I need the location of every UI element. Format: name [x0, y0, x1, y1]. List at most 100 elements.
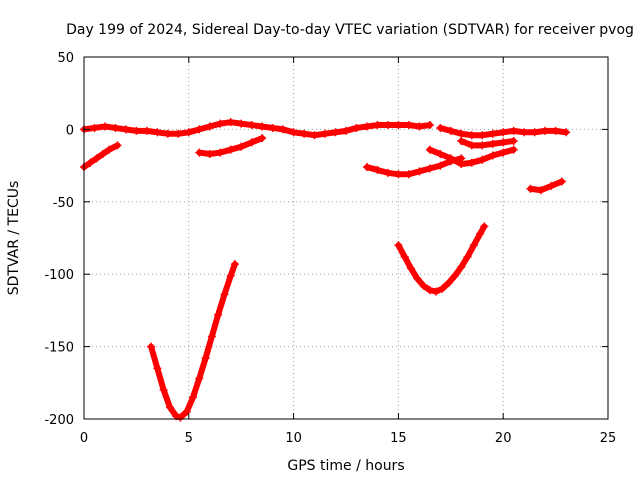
data-point — [499, 128, 508, 137]
data-point — [188, 393, 197, 402]
data-point — [520, 128, 529, 137]
x-tick-label: 0 — [80, 431, 88, 446]
data-point — [279, 125, 288, 134]
data-point — [195, 374, 204, 383]
data-point — [499, 138, 508, 147]
x-tick-label: 5 — [185, 431, 193, 446]
data-point — [176, 413, 185, 422]
data-point — [463, 252, 472, 261]
data-point — [147, 342, 156, 351]
data-point — [226, 145, 235, 154]
data-point — [195, 125, 204, 134]
data-point — [132, 126, 141, 135]
data-point — [92, 154, 101, 163]
data-point — [310, 131, 319, 140]
data-point — [478, 141, 487, 150]
data-point — [226, 271, 235, 280]
data-point — [450, 271, 459, 280]
series-arc-mid — [195, 134, 267, 159]
data-point — [289, 128, 298, 137]
data-point — [100, 122, 109, 131]
data-point — [425, 164, 434, 173]
y-tick-label: -200 — [44, 413, 74, 428]
data-point — [469, 241, 478, 250]
data-point — [300, 129, 309, 138]
data-point — [478, 155, 487, 164]
series-arc-late-2 — [425, 145, 518, 169]
data-point — [499, 148, 508, 157]
data-point — [165, 403, 174, 412]
data-point — [153, 364, 162, 373]
data-point — [526, 184, 535, 193]
y-axis-label: SDTVAR / TECUs — [6, 181, 22, 296]
data-point — [383, 168, 392, 177]
data-point — [184, 128, 193, 137]
x-tick-label: 20 — [495, 431, 512, 446]
data-point — [413, 274, 422, 283]
data-point — [394, 121, 403, 130]
data-point — [105, 145, 114, 154]
data-point — [400, 252, 409, 261]
x-tick-label: 10 — [285, 431, 302, 446]
series-arc-late-small — [457, 136, 518, 150]
data-point — [509, 136, 518, 145]
data-point — [86, 158, 95, 167]
data-point — [195, 148, 204, 157]
data-point — [404, 170, 413, 179]
data-point — [446, 157, 455, 166]
y-tick-label: -100 — [44, 268, 74, 283]
data-point — [541, 126, 550, 135]
data-point — [205, 150, 214, 159]
data-point — [258, 122, 267, 131]
y-tick-label: -50 — [53, 196, 74, 211]
data-point — [373, 121, 382, 130]
data-point — [425, 286, 434, 295]
data-point — [205, 122, 214, 131]
ticks: 0 5 10 15 20 25 -200 -150 -100 -50 0 50 — [44, 51, 616, 446]
data-point — [247, 138, 256, 147]
x-tick-label: 15 — [390, 431, 407, 446]
grid — [84, 57, 608, 419]
data-point — [182, 407, 191, 416]
data-point — [488, 129, 497, 138]
data-point — [331, 128, 340, 137]
data-point — [394, 170, 403, 179]
plot-frame — [83, 56, 609, 420]
data-point — [509, 126, 518, 135]
data-point — [121, 125, 130, 134]
data-point — [509, 145, 518, 154]
data-point — [201, 354, 210, 363]
data-point — [174, 129, 183, 138]
data-point — [207, 332, 216, 341]
data-point — [90, 123, 99, 132]
x-tick-label: 25 — [600, 431, 617, 446]
data-point — [98, 150, 107, 159]
y-tick-label: 0 — [66, 123, 74, 138]
data-point — [415, 167, 424, 176]
data-point — [214, 310, 223, 319]
series-arc-15-18 — [362, 154, 466, 179]
data-point — [373, 165, 382, 174]
data-point — [547, 181, 556, 190]
data-point — [467, 141, 476, 150]
data-point — [216, 148, 225, 157]
data-point — [113, 141, 122, 150]
series-arc-late-zero — [436, 123, 571, 140]
data-point — [216, 119, 225, 128]
data-point — [362, 163, 371, 172]
data-point — [163, 129, 172, 138]
series-trace — [395, 223, 488, 295]
data-point — [342, 126, 350, 135]
data-point — [444, 278, 453, 287]
data-point — [436, 123, 445, 132]
data-point — [230, 260, 239, 269]
data-point — [321, 129, 330, 138]
data-point — [432, 287, 441, 296]
data-point — [247, 121, 256, 130]
data-point — [352, 123, 361, 132]
data-point — [488, 151, 497, 160]
data-point — [153, 128, 162, 137]
x-axis-label: GPS time / hours — [287, 458, 404, 474]
series-trace — [363, 155, 465, 178]
